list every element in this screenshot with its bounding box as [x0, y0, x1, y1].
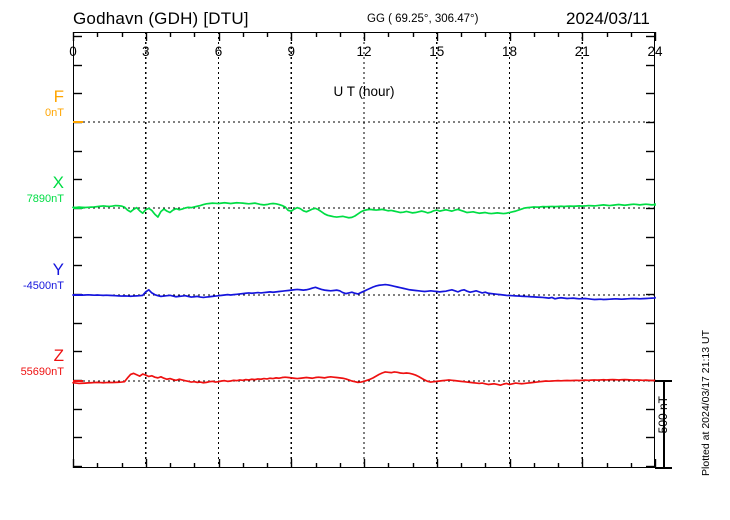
component-symbol: F: [53, 87, 64, 106]
component-symbol: Z: [53, 346, 64, 365]
x-tick-label: 12: [356, 44, 372, 59]
component-baseline-value: 7890nT: [26, 193, 64, 205]
x-tick-label: 6: [214, 44, 223, 59]
geographic-coordinates: GG ( 69.25°, 306.47°): [367, 13, 479, 25]
plot-area: 0 3 6 9 12 15 18 21 24 U T (hour): [69, 32, 663, 468]
scale-bar-bottom-cap: [655, 467, 672, 469]
component-label-z: Z 55690nT: [8, 347, 64, 379]
component-label-y: Y -4500nT: [8, 261, 64, 293]
component-label-x: X 7890nT: [8, 174, 64, 206]
component-baseline-value: 0nT: [45, 107, 64, 119]
x-tick-label: 3: [141, 44, 150, 59]
x-tick-label: 0: [69, 44, 77, 59]
trace-layer: [72, 121, 656, 387]
scale-bar-label: 500 nT: [656, 396, 670, 434]
component-baseline-value: -4500nT: [23, 280, 64, 292]
x-tick-label: 15: [429, 44, 445, 59]
x-tick-label: 21: [574, 44, 590, 59]
page-title: Godhavn (GDH) [DTU]: [73, 9, 249, 28]
x-tick-label: 18: [501, 44, 518, 59]
plot-frame: [73, 32, 655, 468]
x-tick-label: 24: [647, 44, 663, 59]
component-baseline-value: 55690nT: [20, 366, 64, 378]
x-tick-label: 9: [287, 44, 295, 59]
x-axis-title: U T (hour): [333, 84, 395, 99]
component-symbol: Y: [52, 260, 64, 279]
component-symbol: X: [52, 173, 64, 192]
scale-bar-top-cap: [655, 380, 672, 382]
component-label-f: F 0nT: [8, 88, 64, 120]
plotted-timestamp: Plotted at 2024/03/17 21:13 UT: [700, 330, 712, 476]
scale-bar: [663, 381, 665, 468]
observation-date: 2024/03/11: [566, 9, 650, 28]
